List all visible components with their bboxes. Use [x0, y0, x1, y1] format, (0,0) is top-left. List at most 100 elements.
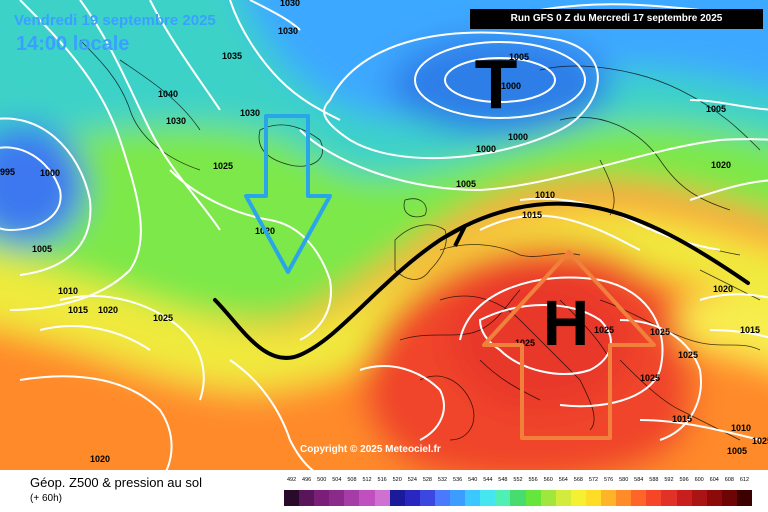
isobar-label: 1005: [32, 244, 52, 254]
legend-color-cell: [389, 490, 406, 506]
legend-tick-label: 528: [422, 477, 432, 483]
legend-tick-label: 604: [709, 477, 719, 483]
legend-tick-label: 592: [664, 477, 674, 483]
legend-color-cell: [329, 490, 345, 506]
legend-color-cell: [465, 490, 481, 506]
legend-color-cell: [359, 490, 376, 506]
isobar-label: 1025: [650, 327, 670, 337]
legend-color-cell: [284, 490, 300, 506]
legend-tick-label: 500: [317, 477, 327, 483]
legend-color-cell: [525, 490, 542, 506]
legend-tick-label: 612: [739, 477, 750, 483]
isobar-label: 1005: [706, 104, 726, 114]
isobar-label: 1025: [752, 436, 768, 446]
warm-ridge-arrow-icon: [482, 250, 656, 440]
isobar-label: 1020: [713, 284, 733, 294]
legend-tick-label: 496: [302, 477, 312, 483]
isobar-label: 1000: [40, 168, 60, 178]
isobar-labels: 1030 1030 1035 1040 1030 1025 1000 995 1…: [0, 0, 768, 464]
forecast-lead-time: (+ 60h): [30, 493, 62, 504]
isobar-label: 1010: [58, 286, 78, 296]
legend-color-cell: [631, 490, 647, 506]
low-pressure-symbol: T: [475, 45, 518, 123]
isobar-label: 1030: [278, 26, 298, 36]
isobar-label: 1020: [90, 454, 110, 464]
legend-color-cell: [555, 490, 572, 506]
legend-color-cell: [314, 490, 330, 506]
high-pressure-symbol: H: [543, 287, 589, 359]
isobar-label: 1015: [740, 325, 760, 335]
legend-color-bar: [284, 490, 753, 506]
legend-color-cell: [419, 490, 436, 506]
legend-tick-label: 524: [407, 477, 417, 483]
isobar-label: 1020: [711, 160, 731, 170]
isobar-label: 1025: [678, 350, 698, 360]
legend-color-cell: [344, 490, 360, 506]
legend-tick-label: 540: [468, 477, 478, 483]
legend-color-cell: [480, 490, 496, 506]
legend-tick-label: 552: [513, 477, 523, 483]
cold-air-arrow-icon: [244, 114, 332, 274]
legend-color-cell: [585, 490, 602, 506]
isobar-label: 1030: [166, 116, 186, 126]
legend-tick-label: 520: [392, 477, 402, 483]
legend-tick-label: 568: [573, 477, 583, 483]
isobar-label: 1000: [476, 144, 496, 154]
pressure-map: 1030 1030 1035 1040 1030 1025 1000 995 1…: [0, 0, 768, 470]
isobar-label: 1010: [731, 423, 751, 433]
copyright-notice: Copyright © 2025 Meteociel.fr: [300, 444, 441, 455]
legend-tick-label: 608: [724, 477, 734, 483]
isobar-label: 1005: [509, 52, 529, 62]
legend-color-cell: [721, 490, 738, 506]
isobar-label: 1015: [672, 414, 692, 424]
legend-color-cell: [706, 490, 723, 506]
legend-tick-label: 536: [453, 477, 463, 483]
forecast-time: 14:00 locale: [16, 33, 130, 55]
isobar-label: 1025: [515, 338, 535, 348]
geopotential-shading: [0, 0, 768, 470]
isobar-label: 1000: [508, 132, 528, 142]
legend-color-cell: [601, 490, 617, 506]
legend-tick-label: 492: [286, 477, 297, 483]
jet-stream-line: [213, 201, 750, 360]
isobar-label: 1025: [640, 373, 660, 383]
isobar-label: 1030: [240, 108, 260, 118]
legend-tick-label: 596: [679, 477, 689, 483]
legend-tick-label: 600: [694, 477, 704, 483]
legend-color-cell: [404, 490, 421, 506]
legend-tick-label: 548: [498, 477, 508, 483]
chart-title: Géop. Z500 & pression au sol: [30, 475, 202, 490]
legend-tick-label: 560: [543, 477, 553, 483]
legend-tick-label: 580: [619, 477, 629, 483]
legend-tick-label: 508: [347, 477, 357, 483]
isobar-label: 1015: [68, 305, 88, 315]
legend-color-cell: [646, 490, 662, 506]
isobar-label: 1005: [727, 446, 747, 456]
isobars: [0, 0, 768, 470]
legend-color-cell: [570, 490, 587, 506]
legend-tick-label: 564: [558, 477, 568, 483]
legend-tick-label: 572: [588, 477, 599, 483]
legend-tick-label: 556: [528, 477, 538, 483]
isobar-label: 1025: [153, 313, 173, 323]
isobar-label: 1000: [501, 81, 521, 91]
isobar-label: 1020: [98, 305, 118, 315]
legend-tick-label: 516: [377, 477, 387, 483]
legend-color-cell: [450, 490, 466, 506]
legend-color-cell: [736, 490, 753, 506]
legend-color-cell: [510, 490, 527, 506]
isobar-label: 1005: [456, 179, 476, 189]
legend-tick-label: 576: [603, 477, 614, 483]
isobar-label: 1025: [594, 325, 614, 335]
legend-color-cell: [616, 490, 632, 506]
legend-tick-label: 588: [649, 477, 659, 483]
isobar-label: 1025: [213, 161, 233, 171]
legend-tick-labels: 492 496 500 504 508 512 516 520 524 528 532 536 540 5…: [284, 477, 752, 487]
isobar-label: 995: [0, 167, 15, 177]
legend-tick-label: 532: [437, 477, 448, 483]
legend-tick-label: 512: [362, 477, 372, 483]
model-run-label: Run GFS 0 Z du Mercredi 17 septembre 202…: [470, 9, 763, 29]
legend-color-cell: [691, 490, 708, 506]
legend-tick-label: 544: [483, 477, 493, 483]
